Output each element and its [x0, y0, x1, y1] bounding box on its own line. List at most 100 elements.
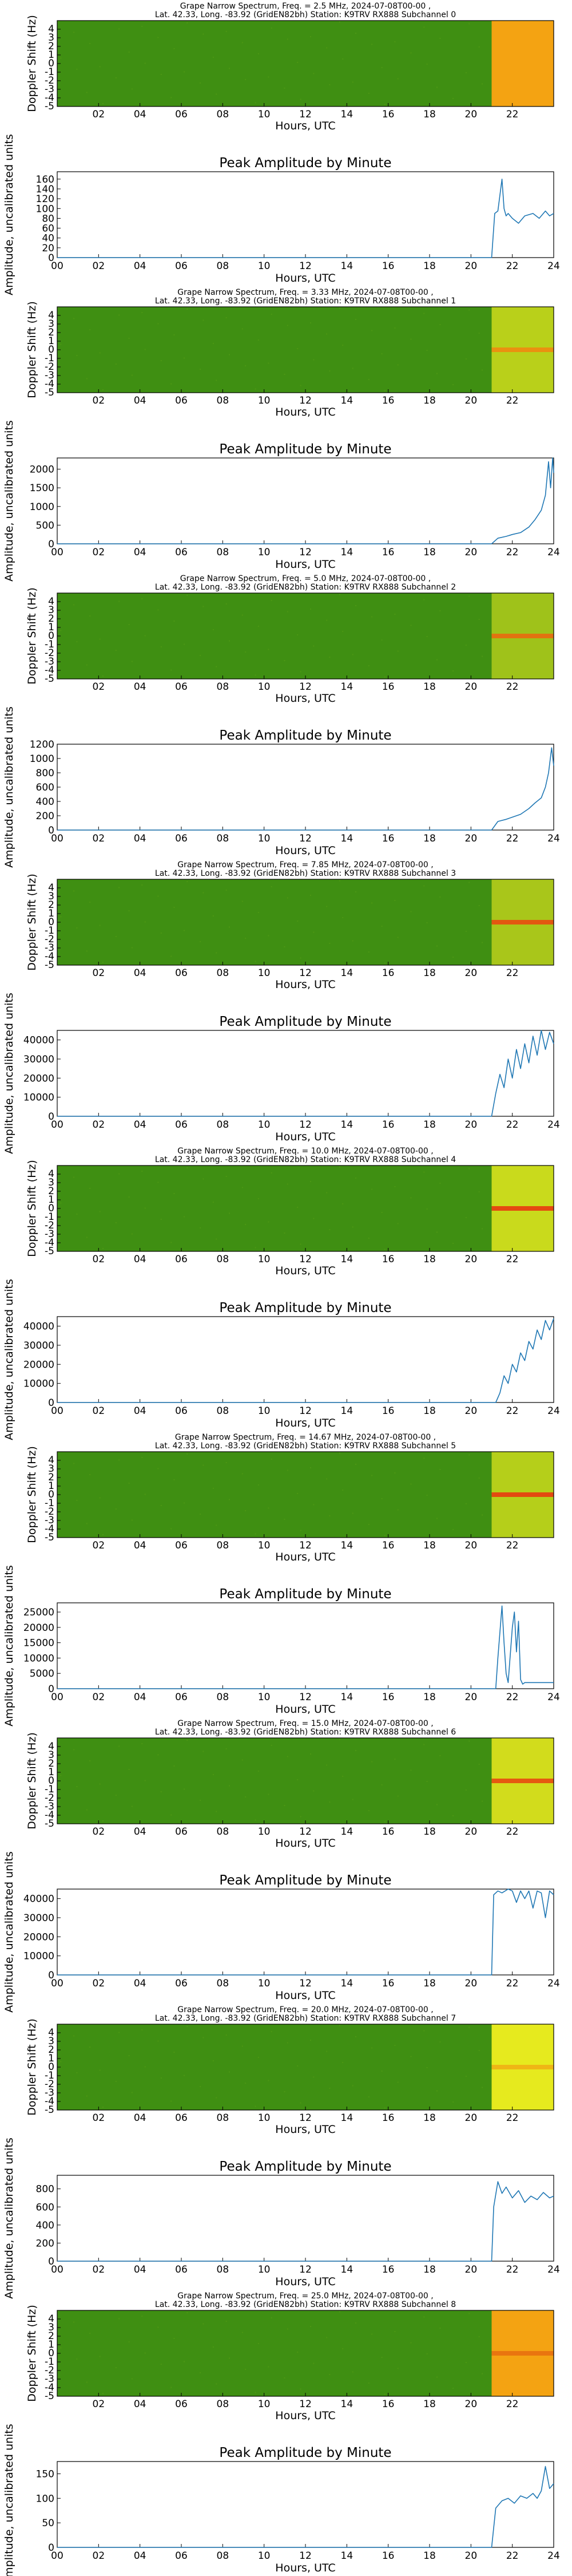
- spectrum-noise: [76, 1214, 78, 1215]
- spectrum-noise: [300, 2388, 301, 2390]
- spectrum-noise: [115, 936, 117, 937]
- amplitude-x-tick-label: 04: [134, 1978, 146, 1989]
- spectrum-noise: [368, 2383, 370, 2384]
- amplitude-y-tick-label: 20: [42, 243, 54, 254]
- amplitude-x-tick-label: 02: [93, 1978, 105, 1989]
- amplitude-x-tick-label: 18: [423, 1692, 436, 1703]
- spectrum-noise: [173, 48, 175, 49]
- amplitude-x-axis-label: Hours, UTC: [275, 844, 335, 857]
- spectrum-noise: [297, 1493, 299, 1494]
- spectrum-x-tick-label: 22: [506, 1540, 519, 1551]
- amplitude-x-axis-label: Hours, UTC: [275, 558, 335, 571]
- spectrum-y-tick-label: 3: [48, 1749, 54, 1761]
- amplitude-y-tick-label: 200: [36, 2238, 54, 2249]
- spectrum-noise: [128, 910, 130, 911]
- spectrum-y-axis-label: Doppler Shift (Hz): [26, 1732, 38, 1830]
- spectrum-noise: [452, 1529, 454, 1530]
- spectrum-noise: [216, 1238, 217, 1240]
- amplitude-y-tick-label: 0: [48, 252, 54, 264]
- spectrum-x-tick-label: 02: [93, 2112, 105, 2124]
- spectrum-noise: [268, 1507, 269, 1509]
- spectrum-noise: [131, 661, 133, 662]
- spectrum-noise: [144, 635, 146, 637]
- spectrum-noise: [397, 1509, 399, 1511]
- spectrum-noise: [355, 33, 356, 34]
- spectrum-noise: [173, 2052, 175, 2053]
- spectrum-noise: [468, 2313, 470, 2314]
- spectrum-x-tick-label: 18: [423, 1540, 436, 1551]
- amplitude-y-tick-label: 100: [36, 2493, 54, 2504]
- amplitude-x-tick-label: 02: [93, 2550, 105, 2562]
- spectrum-y-tick-label: 0: [48, 630, 54, 642]
- spectrum-noise: [313, 359, 315, 361]
- spectrum-noise: [225, 2034, 227, 2036]
- spectrum-doppler-trace: [491, 1779, 554, 1783]
- spectrum-x-tick-label: 20: [465, 109, 478, 120]
- spectrum-noise: [216, 1524, 217, 1526]
- spectrum-noise: [257, 2343, 259, 2344]
- amplitude-x-tick-label: 18: [423, 547, 436, 558]
- spectrum-x-tick-label: 02: [93, 395, 105, 406]
- amplitude-x-tick-label: 08: [217, 260, 229, 272]
- amplitude-x-tick-label: 02: [93, 1119, 105, 1131]
- spectrum-noise: [131, 88, 133, 90]
- spectrum-noise: [452, 98, 454, 99]
- amplitude-y-tick-label: 10000: [23, 1653, 54, 1664]
- spectrum-noise: [423, 885, 425, 887]
- spectrum-noise: [313, 931, 315, 933]
- spectrum-noise: [352, 1512, 353, 1514]
- spectrum-y-tick-label: 4: [48, 1455, 54, 1466]
- amplitude-y-tick-label: 0: [48, 2256, 54, 2267]
- spectrum-y-tick-label: 4: [48, 310, 54, 321]
- spectrum-noise: [313, 73, 315, 74]
- spectrum-x-tick-label: 14: [341, 1540, 353, 1551]
- spectrum-noise: [115, 364, 117, 365]
- spectrum-noise: [89, 43, 91, 44]
- spectrum-doppler-trace: [491, 1206, 554, 1211]
- spectrum-noise: [268, 935, 269, 937]
- amplitude-x-tick-label: 24: [547, 1978, 560, 1989]
- spectrum-noise: [384, 1535, 386, 1536]
- spectrum-y-axis-label: Doppler Shift (Hz): [26, 2305, 38, 2402]
- spectrum-noise: [310, 1753, 311, 1755]
- spectrum-noise: [73, 1176, 75, 1178]
- spectrum-x-tick-label: 22: [506, 681, 519, 693]
- spectrum-noise: [271, 1459, 272, 1460]
- spectrum-noise: [339, 2311, 340, 2313]
- spectrum-noise: [381, 2357, 383, 2358]
- spectrum-noise: [342, 1776, 344, 1777]
- spectrum-y-tick-label: 1: [48, 49, 54, 61]
- amplitude-y-tick-label: 1000: [30, 501, 54, 513]
- spectrum-x-tick-label: 08: [217, 109, 229, 120]
- spectrum-x-tick-label: 20: [465, 395, 478, 406]
- spectrum-noise: [229, 926, 230, 928]
- spectrum-noise: [102, 1820, 104, 1822]
- spectrum-y-tick-label: 3: [48, 1463, 54, 1475]
- spectrum-noise: [144, 2066, 146, 2068]
- amplitude-y-tick-label: 30000: [23, 1054, 54, 1065]
- spectrum-x-axis-label: Hours, UTC: [275, 692, 335, 705]
- spectrum-x-tick-label: 06: [175, 109, 188, 120]
- spectrum-noise: [439, 1469, 441, 1470]
- spectrum-x-tick-label: 04: [134, 681, 146, 693]
- spectrum-noise: [86, 2381, 88, 2383]
- spectrum-noise: [245, 365, 247, 366]
- spectrum-noise: [89, 329, 91, 330]
- spectrum-noise: [478, 333, 480, 334]
- amplitude-y-tick-label: 400: [36, 796, 54, 808]
- amplitude-x-tick-label: 10: [258, 1405, 271, 1417]
- spectrum-background: [57, 1452, 554, 1538]
- spectrum-y-tick-label: 1: [48, 2339, 54, 2350]
- spectrum-noise: [128, 624, 130, 625]
- amplitude-y-tick-label: 40000: [23, 1894, 54, 1905]
- amplitude-x-tick-label: 20: [465, 1692, 478, 1703]
- spectrum-noise: [452, 2101, 454, 2103]
- spectrum-noise: [184, 643, 185, 645]
- spectrum-x-axis-label: Hours, UTC: [275, 1837, 335, 1850]
- spectrum-noise: [160, 1505, 162, 1506]
- spectrum-noise: [160, 2364, 162, 2365]
- spectrum-noise: [371, 2047, 373, 2049]
- spectrum-noise: [131, 374, 133, 376]
- spectrum-noise: [86, 2095, 88, 2097]
- spectrum-background: [57, 1738, 554, 1824]
